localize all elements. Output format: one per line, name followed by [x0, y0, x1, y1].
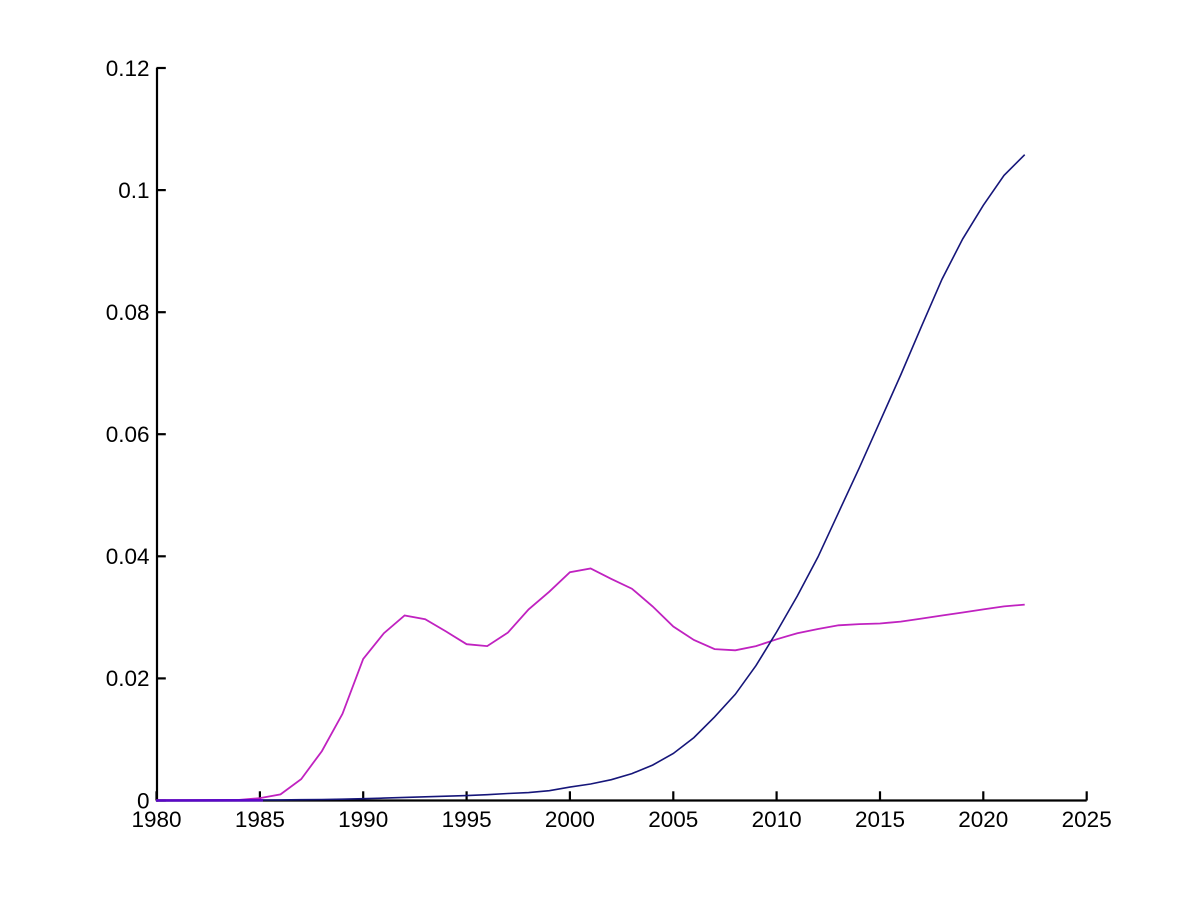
svg-text:2020: 2020 — [958, 807, 1008, 832]
svg-text:2010: 2010 — [752, 807, 802, 832]
svg-text:2005: 2005 — [648, 807, 698, 832]
svg-text:0.02: 0.02 — [106, 666, 150, 691]
svg-text:0.04: 0.04 — [106, 544, 150, 569]
svg-text:1985: 1985 — [235, 807, 285, 832]
svg-text:2015: 2015 — [855, 807, 905, 832]
svg-text:1995: 1995 — [442, 807, 492, 832]
svg-text:1980: 1980 — [131, 807, 181, 832]
svg-text:0: 0 — [137, 788, 150, 813]
svg-text:0.12: 0.12 — [106, 56, 150, 81]
svg-text:0.08: 0.08 — [106, 300, 150, 325]
svg-text:1990: 1990 — [338, 807, 388, 832]
svg-text:2025: 2025 — [1062, 807, 1112, 832]
svg-text:0.06: 0.06 — [106, 422, 150, 447]
svg-text:2000: 2000 — [545, 807, 595, 832]
svg-text:0.1: 0.1 — [118, 178, 149, 203]
